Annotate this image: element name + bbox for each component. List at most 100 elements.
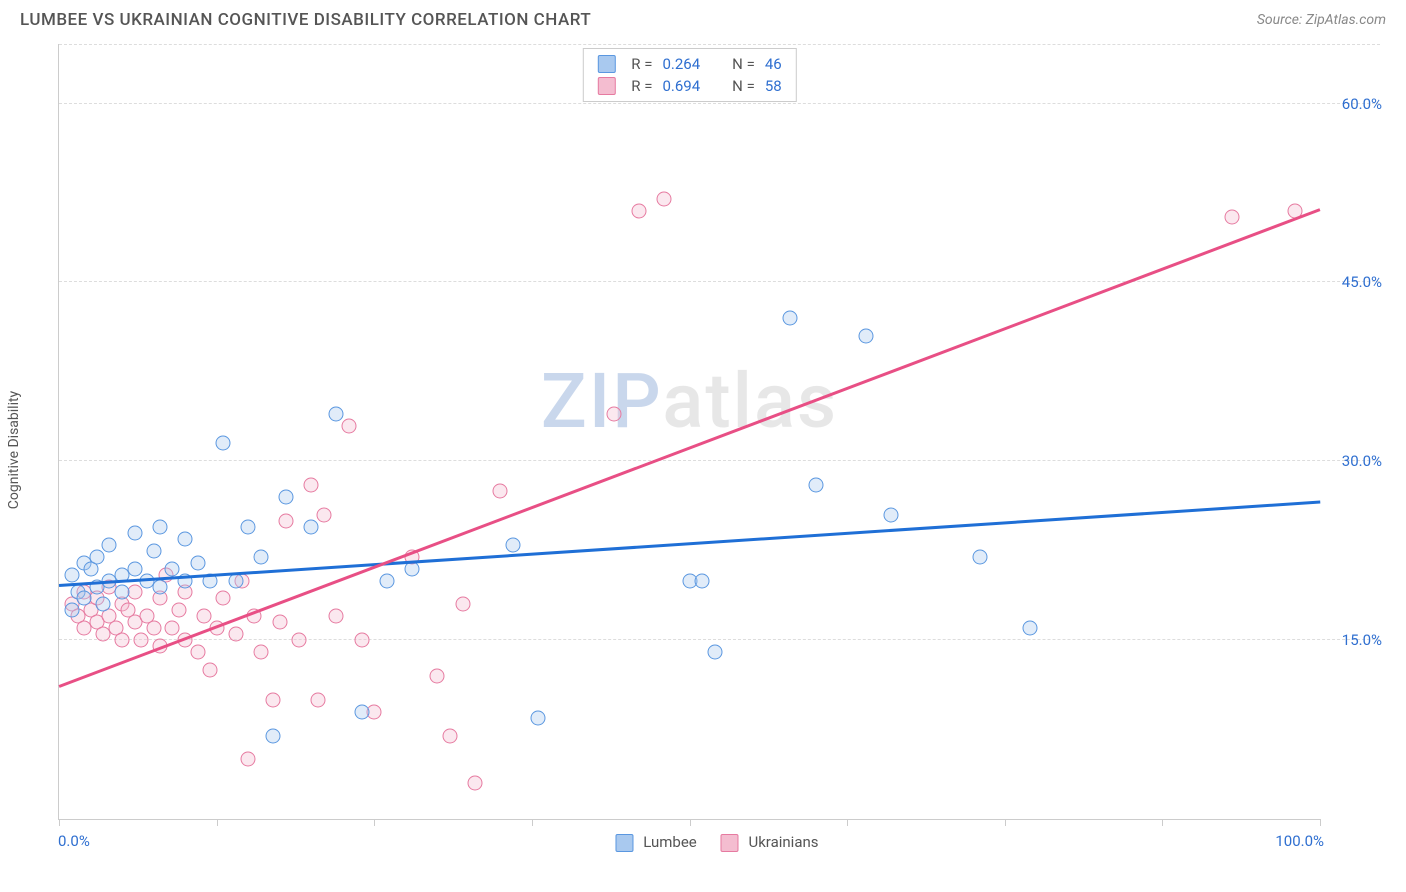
x-tick [217, 819, 218, 826]
legend-swatch-ukrainians [597, 77, 615, 95]
data-point [354, 704, 369, 719]
gridline [59, 103, 1380, 104]
gridline [59, 639, 1380, 640]
legend-r-label: R = [631, 55, 652, 73]
data-point [197, 609, 212, 624]
data-point [64, 603, 79, 618]
data-point [266, 692, 281, 707]
data-point [77, 591, 92, 606]
data-point [115, 585, 130, 600]
x-tick [1162, 819, 1163, 826]
legend-r-label: R = [631, 77, 652, 95]
gridline [59, 460, 1380, 461]
data-point [178, 531, 193, 546]
data-point [884, 507, 899, 522]
data-point [329, 406, 344, 421]
legend-label: Ukrainians [748, 833, 818, 851]
legend-n-label: N = [732, 77, 755, 95]
data-point [272, 615, 287, 630]
gridline [59, 281, 1380, 282]
legend-item-lumbee: Lumbee [615, 833, 696, 852]
data-point [64, 567, 79, 582]
legend-swatch-ukrainians [721, 834, 739, 852]
plot-area: ZIPatlas R = 0.264 N = 46 R = 0.694 N = … [58, 44, 1320, 820]
data-point [241, 752, 256, 767]
data-point [146, 621, 161, 636]
data-point [707, 645, 722, 660]
x-tick [1005, 819, 1006, 826]
data-point [89, 549, 104, 564]
data-point [127, 525, 142, 540]
data-point [266, 728, 281, 743]
legend-r-value: 0.694 [662, 77, 700, 95]
data-point [102, 537, 117, 552]
data-point [304, 478, 319, 493]
data-point [354, 633, 369, 648]
legend-row-ukrainians: R = 0.694 N = 58 [597, 75, 781, 97]
data-point [430, 668, 445, 683]
data-point [115, 633, 130, 648]
chart-title: LUMBEE VS UKRAINIAN COGNITIVE DISABILITY… [20, 10, 591, 30]
data-point [316, 507, 331, 522]
x-tick [690, 819, 691, 826]
y-tick-label: 15.0% [1326, 631, 1382, 649]
series-legend: Lumbee Ukrainians [615, 833, 818, 852]
data-point [190, 555, 205, 570]
data-point [171, 603, 186, 618]
data-point [165, 621, 180, 636]
data-point [228, 573, 243, 588]
data-point [783, 311, 798, 326]
data-point [342, 418, 357, 433]
y-axis-label: Cognitive Disability [6, 391, 22, 509]
y-tick-label: 30.0% [1326, 452, 1382, 470]
x-tick [532, 819, 533, 826]
data-point [291, 633, 306, 648]
x-tick [1320, 819, 1321, 826]
data-point [165, 561, 180, 576]
data-point [278, 490, 293, 505]
data-point [505, 537, 520, 552]
data-point [241, 519, 256, 534]
data-point [253, 645, 268, 660]
data-point [215, 436, 230, 451]
data-point [152, 579, 167, 594]
data-point [228, 627, 243, 642]
data-point [215, 591, 230, 606]
data-point [531, 710, 546, 725]
legend-label: Lumbee [643, 833, 697, 851]
data-point [632, 203, 647, 218]
legend-r-value: 0.264 [662, 55, 700, 73]
data-point [972, 549, 987, 564]
data-point [146, 543, 161, 558]
watermark: ZIPatlas [541, 356, 838, 446]
data-point [859, 329, 874, 344]
data-point [304, 519, 319, 534]
legend-n-value: 46 [765, 55, 782, 73]
data-point [310, 692, 325, 707]
x-tick [847, 819, 848, 826]
y-tick-label: 45.0% [1326, 273, 1382, 291]
correlation-legend: R = 0.264 N = 46 R = 0.694 N = 58 [582, 48, 796, 102]
data-point [1224, 209, 1239, 224]
data-point [695, 573, 710, 588]
data-point [133, 633, 148, 648]
x-axis-max-label: 100.0% [1275, 832, 1324, 850]
data-point [127, 561, 142, 576]
legend-n-value: 58 [765, 77, 782, 95]
header: LUMBEE VS UKRAINIAN COGNITIVE DISABILITY… [0, 0, 1406, 36]
x-axis-min-label: 0.0% [58, 832, 90, 850]
data-point [278, 513, 293, 528]
data-point [606, 406, 621, 421]
legend-swatch-lumbee [615, 834, 633, 852]
y-tick-label: 60.0% [1326, 95, 1382, 113]
gridline [59, 44, 1380, 45]
data-point [442, 728, 457, 743]
legend-n-label: N = [732, 55, 755, 73]
data-point [493, 484, 508, 499]
trend-line [59, 209, 1321, 688]
data-point [468, 776, 483, 791]
legend-row-lumbee: R = 0.264 N = 46 [597, 53, 781, 75]
chart-container: Cognitive Disability ZIPatlas R = 0.264 … [44, 44, 1390, 856]
data-point [203, 662, 218, 677]
data-point [152, 519, 167, 534]
